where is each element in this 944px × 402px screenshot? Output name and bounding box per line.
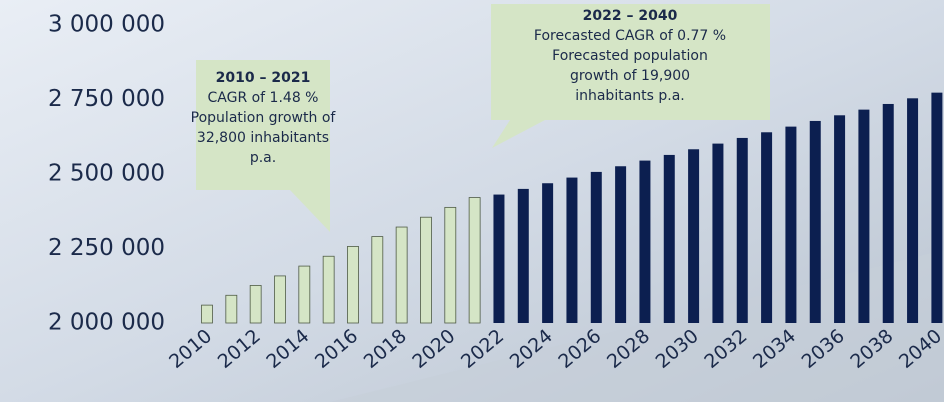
annotation-title: 2010 – 2021 [216,70,311,86]
annotation-text: p.a. [250,150,276,166]
bar [590,171,602,323]
annotation: 2022 – 2040 Forecasted CAGR of 0.77 % Fore… [534,8,726,104]
annotation-text: 32,800 inhabitants [197,130,329,146]
bar [639,160,651,323]
bar [493,194,505,323]
bar [444,206,457,324]
bar [931,92,943,323]
callout-box [196,60,330,232]
bar [420,216,432,324]
annotation-text: CAGR of 1.48 % [207,90,318,106]
y-tick-label: 2 000 000 [48,310,165,336]
annotation-text: Forecasted CAGR of 0.77 % [534,28,726,44]
annotation: 2010 – 2021 CAGR of 1.48 % Population grow… [191,70,337,166]
bar [201,304,213,324]
bar [249,285,262,324]
bar [736,137,748,323]
bar [688,149,700,323]
y-tick-label: 2 250 000 [48,235,165,261]
annotation-text: growth of 19,900 [570,68,690,84]
bar [712,143,724,323]
bar [615,166,627,323]
bar [517,188,529,323]
annotation-text: inhabitants p.a. [575,88,685,104]
bar [347,246,359,324]
bar [322,255,335,324]
bar [566,177,578,323]
bar [858,109,870,323]
bar [761,132,773,323]
bar [371,236,384,324]
bar [663,154,675,323]
bar [542,183,554,323]
y-tick-label: 2 750 000 [48,86,165,112]
annotation-text: Forecasted population [552,48,708,64]
bar [834,115,846,323]
bar [907,98,919,323]
annotation-title: 2022 – 2040 [583,8,678,24]
bar [225,294,238,324]
bar [468,197,481,324]
bar [298,265,311,324]
y-tick-label: 2 500 000 [48,161,165,187]
bar [809,120,821,324]
bar [274,275,286,324]
bar [395,226,408,324]
annotation-text: Population growth of [191,110,337,126]
y-tick-label: 3 000 000 [48,12,165,38]
callout-box [491,4,770,148]
bar [785,126,797,323]
bar [882,103,894,323]
